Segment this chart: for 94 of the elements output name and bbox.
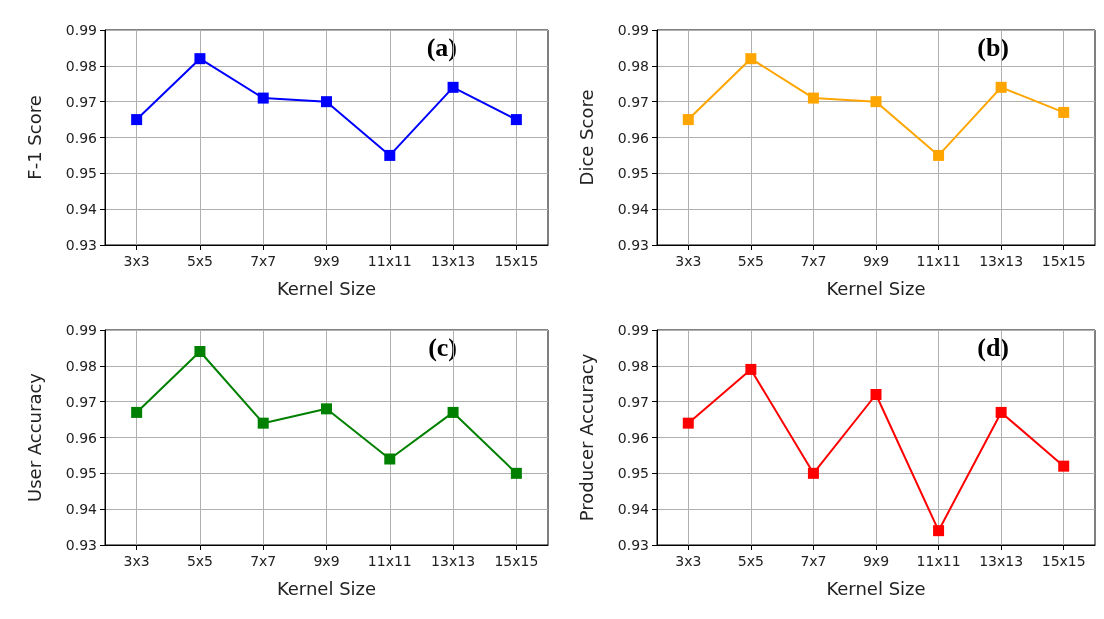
point (933, 149, 945, 161)
y-axis-title: Producer Accuracy (575, 353, 597, 522)
y-tick-label: 0.94 (65, 201, 98, 218)
y-axis-title: Dice Score (575, 89, 597, 186)
point (1058, 106, 1070, 118)
x-tick-label: 11x11 (916, 553, 961, 569)
x-tick-label: 13x13 (979, 553, 1024, 569)
x-tick-label: 11x11 (367, 253, 412, 269)
x-tick-label: 15x15 (494, 253, 539, 269)
x-tick-label: 13x13 (979, 253, 1024, 269)
y-axis-title: F-1 Score (23, 95, 45, 180)
y-tick-label: 0.98 (617, 357, 649, 374)
y-tick-label: 0.98 (65, 57, 97, 74)
x-tick-label: 5x5 (737, 253, 764, 269)
point (682, 114, 694, 126)
x-tick-label: 3x3 (675, 553, 702, 569)
point (745, 363, 757, 375)
y-tick-label: 0.93 (617, 537, 649, 553)
y-tick-label: 0.94 (617, 501, 650, 518)
y-tick-label: 0.99 (617, 22, 649, 38)
y-tick-label: 0.93 (65, 237, 97, 253)
annotation: (d) (977, 332, 1009, 362)
point (1058, 460, 1070, 472)
point (384, 149, 396, 161)
x-tick-label: 11x11 (367, 553, 412, 569)
x-tick-label: 7x7 (800, 253, 827, 269)
y-tick-label: 0.99 (617, 322, 649, 338)
y-tick-label: 0.98 (65, 357, 97, 374)
x-tick-label: 5x5 (186, 553, 213, 569)
point (321, 403, 332, 415)
y-axis-title: User Accuracy (23, 372, 45, 502)
point (745, 53, 757, 65)
x-tick-label: 9x9 (313, 553, 340, 569)
x-tick-label: 15x15 (1041, 253, 1086, 269)
annotation: (b) (977, 32, 1009, 62)
x-tick-label: 15x15 (1041, 553, 1086, 569)
x-tick-label: 11x11 (916, 253, 961, 269)
x-tick-label: 5x5 (737, 553, 764, 569)
point (682, 417, 694, 429)
y-tick-label: 0.96 (617, 429, 650, 446)
x-tick-label: 3x3 (123, 553, 150, 569)
x-tick-label: 9x9 (862, 553, 890, 569)
y-tick-label: 0.97 (65, 393, 97, 410)
point (510, 114, 522, 126)
point (995, 406, 1007, 418)
y-tick-label: 0.94 (65, 501, 98, 518)
point (384, 453, 396, 465)
point (131, 406, 143, 418)
x-tick-label: 3x3 (675, 253, 702, 269)
x-tick-label: 7x7 (250, 253, 277, 269)
y-tick-label: 0.97 (65, 93, 97, 110)
x-tick-label: 13x13 (431, 553, 476, 569)
x-axis-title: Kernel Size (276, 577, 377, 599)
point (257, 417, 269, 429)
point (321, 96, 332, 108)
x-tick-label: 9x9 (862, 253, 890, 269)
y-tick-label: 0.93 (65, 537, 97, 553)
point (807, 467, 819, 479)
x-axis-title: Kernel Size (276, 277, 377, 299)
y-tick-label: 0.97 (617, 93, 649, 110)
point (194, 53, 206, 65)
x-tick-label: 3x3 (123, 253, 150, 269)
y-tick-label: 0.99 (65, 322, 97, 338)
y-tick-label: 0.99 (65, 22, 97, 38)
y-tick-label: 0.95 (617, 465, 649, 482)
y-tick-label: 0.95 (65, 165, 97, 182)
y-tick-label: 0.98 (617, 57, 649, 74)
point (870, 389, 882, 400)
point (194, 346, 206, 357)
point (995, 81, 1007, 93)
y-tick-label: 0.96 (617, 129, 650, 146)
point (447, 81, 459, 93)
point (933, 525, 945, 537)
y-tick-label: 0.93 (617, 237, 649, 253)
x-tick-label: 9x9 (313, 253, 340, 269)
point (257, 92, 269, 104)
point (510, 467, 522, 479)
point (807, 92, 819, 104)
y-tick-label: 0.94 (617, 201, 650, 218)
y-tick-label: 0.96 (65, 129, 98, 146)
x-tick-label: 13x13 (431, 253, 476, 269)
x-tick-label: 15x15 (494, 553, 539, 569)
point (131, 114, 143, 126)
y-tick-label: 0.97 (617, 393, 649, 410)
x-tick-label: 7x7 (800, 553, 827, 569)
y-tick-label: 0.96 (65, 429, 98, 446)
point (447, 406, 459, 418)
y-tick-label: 0.95 (65, 465, 97, 482)
x-axis-title: Kernel Size (826, 577, 926, 599)
point (870, 96, 882, 108)
x-tick-label: 7x7 (250, 553, 277, 569)
y-tick-label: 0.95 (617, 165, 649, 182)
x-tick-label: 5x5 (186, 253, 213, 269)
x-axis-title: Kernel Size (826, 277, 926, 299)
